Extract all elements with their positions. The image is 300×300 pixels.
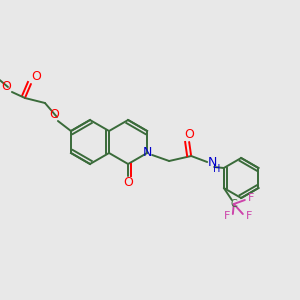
Text: C: C bbox=[230, 199, 237, 209]
Text: H: H bbox=[214, 164, 221, 174]
Text: F: F bbox=[246, 211, 252, 221]
Text: O: O bbox=[123, 176, 133, 190]
Text: O: O bbox=[184, 128, 194, 142]
Text: O: O bbox=[1, 80, 11, 92]
Text: N: N bbox=[142, 146, 152, 160]
Text: N: N bbox=[208, 155, 217, 169]
Text: O: O bbox=[49, 109, 59, 122]
Text: O: O bbox=[31, 70, 41, 83]
Text: F: F bbox=[248, 193, 254, 203]
Text: F: F bbox=[224, 211, 230, 221]
